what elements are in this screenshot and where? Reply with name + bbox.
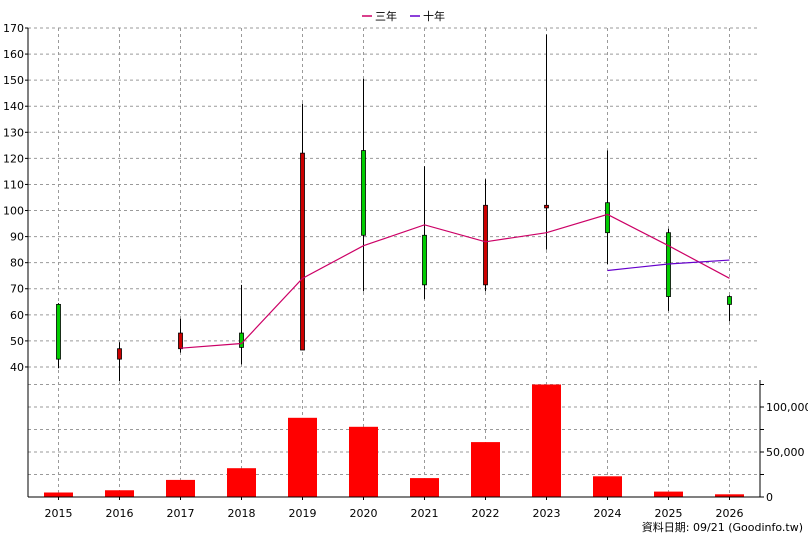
- year-tick-label: 2016: [106, 507, 134, 520]
- candle-body: [361, 150, 366, 236]
- volume-tick-label: 50,000: [766, 446, 805, 459]
- price-tick-label: 170: [3, 22, 24, 35]
- volume-bar: [227, 468, 256, 497]
- price-grid: [28, 27, 760, 497]
- candle-body: [117, 348, 122, 360]
- candlesticks: [56, 34, 732, 382]
- candle-body: [300, 152, 305, 351]
- legend-label-3yr: 三年: [375, 9, 397, 23]
- year-tick-label: 2021: [411, 507, 439, 520]
- year-tick-label: 2018: [228, 507, 256, 520]
- volume-tick-label: 0: [766, 491, 773, 504]
- year-tick-label: 2023: [533, 507, 561, 520]
- volume-bar: [288, 417, 317, 497]
- volume-bar: [654, 491, 683, 497]
- price-tick-label: 70: [10, 283, 24, 296]
- year-tick-label: 2015: [45, 507, 73, 520]
- candle-body: [178, 332, 183, 350]
- price-tick-label: 60: [10, 309, 24, 322]
- volume-bar: [105, 490, 134, 497]
- year-tick-label: 2019: [289, 507, 317, 520]
- volume-bar: [593, 476, 622, 497]
- candle-body: [605, 202, 610, 234]
- price-tick-label: 50: [10, 335, 24, 348]
- volume-bar: [410, 478, 439, 497]
- chart-legend: 三年 十年: [362, 9, 445, 23]
- volume-axis-ticks: 0 50,000 100,000: [760, 384, 808, 504]
- candle-body: [56, 303, 61, 360]
- year-tick-label: 2020: [350, 507, 378, 520]
- price-tick-label: 120: [3, 152, 24, 165]
- price-tick-label: 160: [3, 48, 24, 61]
- year-tick-label: 2025: [655, 507, 683, 520]
- moving-average-lines: [180, 213, 730, 349]
- year-tick-label: 2026: [716, 507, 744, 520]
- ma-line-3yr: [180, 213, 730, 349]
- year-tick-label: 2024: [594, 507, 622, 520]
- volume-grid: [28, 384, 760, 498]
- price-tick-label: 100: [3, 205, 24, 218]
- price-tick-label: 40: [10, 361, 24, 374]
- volume-bar: [44, 492, 73, 497]
- year-tick-label: 2017: [167, 507, 195, 520]
- year-tick-label: 2022: [472, 507, 500, 520]
- volume-bar: [471, 442, 500, 497]
- price-tick-label: 150: [3, 74, 24, 87]
- price-tick-label: 130: [3, 126, 24, 139]
- price-tick-label: 80: [10, 257, 24, 270]
- price-tick-label: 140: [3, 100, 24, 113]
- ma-line-10yr: [607, 259, 730, 272]
- price-tick-label: 90: [10, 231, 24, 244]
- candle-body: [727, 296, 732, 305]
- price-tick-label: 110: [3, 178, 24, 191]
- volume-tick-label: 100,000: [766, 401, 808, 414]
- volume-bar: [349, 426, 378, 497]
- volume-bar: [715, 494, 744, 497]
- price-axis-ticks: 40 50 60 70 80 90 100 110 120 130 140 150 160 170: [3, 22, 28, 374]
- candle-body: [422, 234, 427, 286]
- volume-bar: [532, 384, 561, 497]
- volume-bar: [166, 479, 195, 497]
- candle-body: [483, 204, 488, 286]
- legend-label-10yr: 十年: [423, 9, 445, 23]
- year-axis-ticks: 2015 2016 2017 2018 2019 2020 2021 2022 2023 2024…: [45, 497, 744, 520]
- candle-body: [239, 332, 244, 348]
- candle-body: [544, 204, 549, 209]
- volume-bars: [44, 384, 744, 497]
- data-date-footer: 資料日期: 09/21 (Goodinfo.tw): [642, 520, 803, 534]
